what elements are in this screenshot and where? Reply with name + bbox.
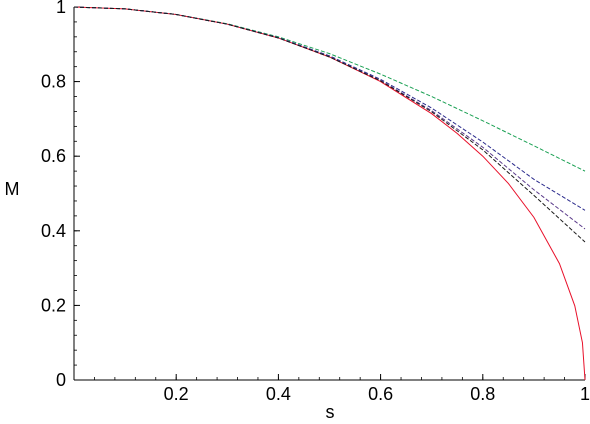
y-axis-title: M bbox=[5, 179, 20, 199]
x-tick-label: 0.4 bbox=[266, 384, 291, 404]
axes-layer bbox=[73, 6, 586, 381]
x-tick-label: 0.8 bbox=[470, 384, 495, 404]
series-line-2 bbox=[73, 6, 586, 172]
x-tick-label: 1 bbox=[580, 384, 590, 404]
x-axis-title: s bbox=[326, 402, 335, 422]
x-tick-label: 0.6 bbox=[368, 384, 393, 404]
series-line-4 bbox=[73, 6, 586, 230]
y-tick-label: 1 bbox=[56, 0, 66, 17]
y-tick-label: 0.8 bbox=[41, 72, 66, 92]
series-line-5 bbox=[73, 6, 586, 243]
series-line-3 bbox=[73, 6, 586, 211]
series-line-1 bbox=[73, 6, 586, 381]
labels-layer: s M 0.2 0.4 0.6 0.8 1 0 0.2 0.4 0.6 0.8 1 bbox=[5, 0, 590, 422]
y-tick-label: 0.4 bbox=[41, 221, 66, 241]
y-tick-label: 0 bbox=[56, 370, 66, 390]
y-tick-label: 0.2 bbox=[41, 295, 66, 315]
y-tick-label: 0.6 bbox=[41, 146, 66, 166]
x-tick-label: 0.2 bbox=[164, 384, 189, 404]
series-layer bbox=[73, 6, 586, 381]
